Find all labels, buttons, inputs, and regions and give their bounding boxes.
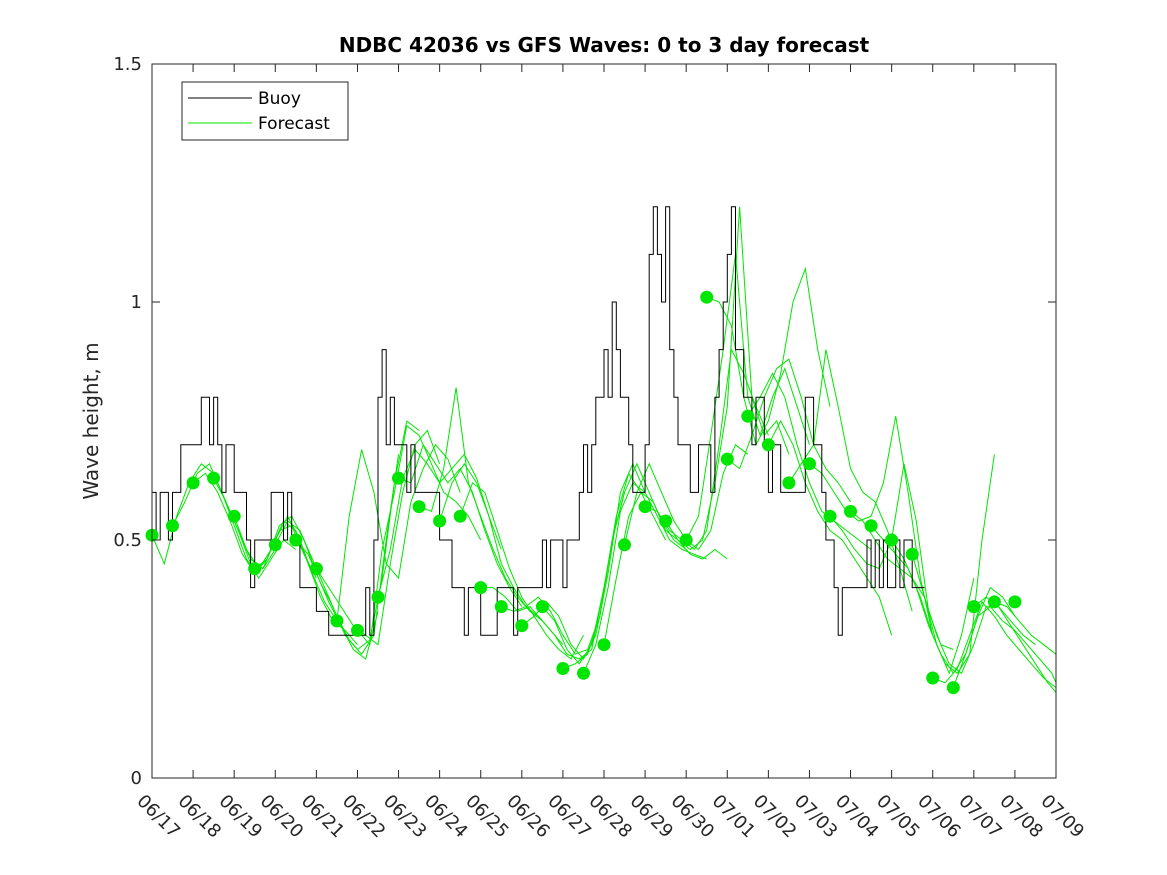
- forecast-marker-point: [659, 514, 673, 528]
- forecast-series-line: [480, 587, 605, 660]
- forecast-marker-point: [720, 452, 734, 466]
- forecast-marker-point: [577, 666, 590, 680]
- forecast-series-line: [336, 443, 461, 621]
- y-tick-label: 0.5: [113, 530, 142, 551]
- forecast-marker-point: [741, 409, 755, 423]
- forecast-series-line: [809, 416, 934, 636]
- forecast-series-line: [357, 424, 482, 646]
- forecast-series-line: [747, 372, 872, 550]
- forecast-series-line: [973, 596, 1056, 693]
- forecast-marker-point: [844, 504, 857, 518]
- chart-title: NDBC 42036 vs GFS Waves: 0 to 3 day fore…: [339, 33, 870, 57]
- forecast-series-line: [952, 605, 1056, 688]
- forecast-series-line: [603, 491, 728, 645]
- y-tick-label: 1.5: [113, 54, 142, 75]
- forecast-marker-point: [1008, 595, 1022, 609]
- forecast-marker-point: [556, 662, 570, 675]
- forecast-marker-point: [905, 547, 919, 561]
- forecast-marker-point: [885, 533, 899, 547]
- forecast-marker-point: [453, 509, 467, 523]
- forecast-marker-point: [803, 457, 816, 471]
- buoy-series-line: [152, 206, 925, 636]
- forecast-marker-point: [823, 509, 837, 523]
- legend-buoy-label: Buoy: [258, 89, 301, 109]
- forecast-marker-point: [433, 514, 447, 528]
- y-tick-label: 1: [131, 292, 142, 313]
- y-axis-label: Wave height, m: [79, 342, 103, 499]
- forecast-series-line: [459, 482, 584, 660]
- forecast-marker-point: [412, 500, 426, 514]
- forecast-marker-point: [309, 562, 323, 576]
- forecast-marker-point: [700, 290, 714, 304]
- forecast-marker-point: [638, 500, 652, 514]
- y-tick-label: 0: [131, 768, 142, 789]
- forecast-series-line: [932, 600, 1056, 688]
- forecast-marker-point: [248, 562, 262, 576]
- forecast-marker-point: [618, 538, 631, 552]
- forecast-marker-point: [946, 681, 960, 695]
- forecast-marker-point: [987, 595, 1001, 609]
- forecast-marker-point: [494, 600, 508, 614]
- forecast-marker-point: [268, 538, 282, 552]
- forecast-marker-point: [967, 600, 981, 614]
- forecast-marker-point: [166, 519, 179, 533]
- forecast-marker-point: [330, 614, 344, 628]
- forecast-series-line: [315, 429, 441, 646]
- forecast-series-line: [994, 601, 1056, 655]
- forecast-marker-point: [227, 509, 241, 523]
- forecast-series-line: [706, 266, 831, 447]
- forecast-series-line: [726, 358, 851, 503]
- forecast-marker-point: [535, 600, 549, 614]
- forecast-marker-point: [207, 471, 221, 485]
- forecast-marker-point: [515, 619, 529, 633]
- forecast-marker-point: [371, 590, 385, 604]
- forecast-series-line: [418, 387, 543, 622]
- forecast-marker-point: [864, 519, 878, 533]
- forecast-marker-point: [926, 671, 940, 685]
- forecast-marker-point: [351, 623, 364, 637]
- forecast-marker-point: [597, 638, 611, 652]
- forecast-marker-point: [782, 476, 796, 490]
- legend: Buoy Forecast: [181, 81, 349, 141]
- forecast-marker-point: [474, 581, 488, 595]
- forecast-marker-point: [289, 533, 303, 547]
- forecast-marker-point: [392, 471, 405, 485]
- forecast-marker-point: [186, 476, 200, 490]
- forecast-series-line: [398, 443, 523, 607]
- forecast-marker-point: [679, 533, 693, 547]
- legend-forecast-label: Forecast: [258, 114, 330, 134]
- forecast-marker-point: [761, 438, 775, 452]
- legend-box: [181, 81, 349, 141]
- forecast-series-line: [911, 554, 1036, 675]
